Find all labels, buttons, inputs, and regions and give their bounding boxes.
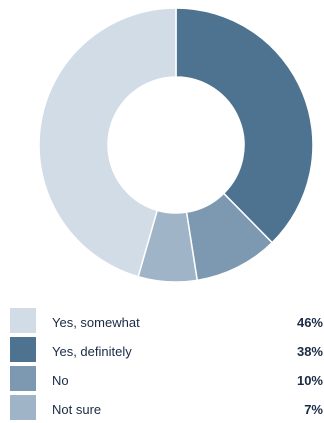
legend-item: No 10% — [10, 365, 324, 394]
legend-label: No — [52, 373, 69, 388]
donut-chart — [38, 7, 314, 283]
legend-label: Yes, somewhat — [52, 315, 140, 330]
legend-swatch — [10, 366, 36, 391]
legend-value: 38% — [296, 344, 323, 359]
legend-value: 46% — [296, 315, 323, 330]
legend-swatch — [10, 395, 36, 420]
chart-legend: Yes, somewhat 46% Yes, definitely 38% No… — [10, 307, 324, 423]
donut-slice — [175, 7, 314, 244]
legend-item: Yes, definitely 38% — [10, 336, 324, 365]
legend-item: Not sure 7% — [10, 394, 324, 423]
donut-slice — [38, 7, 177, 278]
legend-value: 10% — [296, 373, 323, 388]
legend-swatch — [10, 337, 36, 362]
legend-label: Not sure — [52, 402, 102, 417]
legend-value: 7% — [304, 402, 323, 417]
legend-label: Yes, definitely — [52, 344, 132, 359]
legend-swatch — [10, 308, 36, 333]
legend-item: Yes, somewhat 46% — [10, 307, 324, 336]
